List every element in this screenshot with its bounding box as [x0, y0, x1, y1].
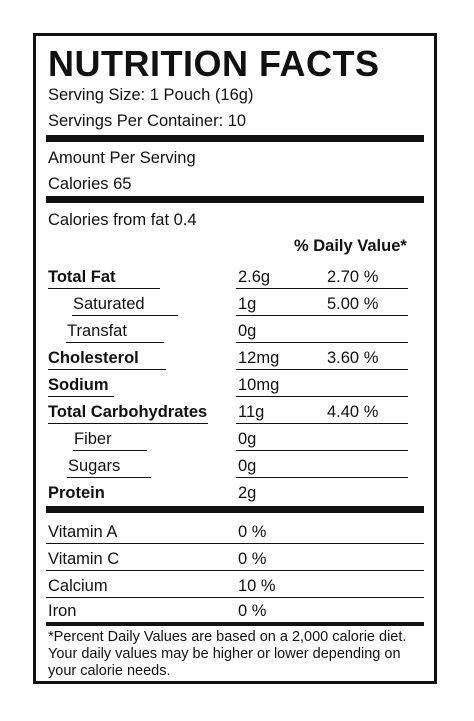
vitamin-name: Vitamin A — [48, 523, 118, 541]
underline — [48, 396, 114, 397]
divider-thick — [46, 506, 424, 513]
nutrient-name: Sugars — [68, 457, 121, 475]
nutrient-amount: 10mg — [238, 376, 280, 394]
nutrient-amount: 0g — [238, 430, 257, 448]
underline — [236, 315, 408, 316]
underline — [73, 450, 147, 451]
nutrient-name: Sodium — [48, 376, 109, 394]
vitamin-value: 0 % — [238, 550, 267, 568]
nutrient-amount: 0g — [238, 457, 257, 475]
underline — [236, 396, 408, 397]
calories-from-fat: Calories from fat 0.4 — [48, 211, 197, 229]
vitamin-name: Iron — [48, 602, 77, 620]
underline — [236, 423, 408, 424]
nutrient-name: Transfat — [67, 322, 127, 340]
divider-thin — [46, 570, 424, 571]
nutrient-dv: 5.00 % — [327, 295, 379, 313]
daily-value-header: % Daily Value* — [294, 237, 407, 255]
vitamin-name: Vitamin C — [48, 550, 120, 568]
nutrient-name: Total Carbohydrates — [48, 403, 208, 421]
underline — [67, 477, 151, 478]
divider-thin — [46, 543, 424, 544]
nutrient-name: Total Fat — [48, 268, 116, 286]
underline — [48, 369, 166, 370]
amount-per-serving: Amount Per Serving — [48, 149, 196, 167]
nutrient-dv: 4.40 % — [327, 403, 379, 421]
calories: Calories 65 — [48, 175, 132, 193]
underline — [48, 288, 160, 289]
servings-per-container: Servings Per Container: 10 — [48, 112, 247, 130]
vitamin-value: 10 % — [238, 577, 276, 595]
nutrient-name: Fiber — [74, 430, 112, 448]
footnote: *Percent Daily Values are based on a 2,0… — [48, 629, 407, 679]
vitamin-name: Calcium — [48, 577, 108, 595]
underline — [66, 342, 164, 343]
nutrient-dv: 2.70 % — [327, 268, 379, 286]
nutrient-amount: 11g — [238, 403, 265, 421]
nutrient-amount: 1g — [238, 295, 257, 313]
vitamin-value: 0 % — [238, 602, 267, 620]
nutrient-amount: 2g — [238, 484, 257, 502]
underline — [236, 342, 408, 343]
underline — [236, 450, 408, 451]
divider-thick — [46, 135, 424, 142]
divider-thin — [46, 597, 424, 598]
nutrient-amount: 0g — [238, 322, 257, 340]
nutrient-amount: 2.6g — [238, 268, 271, 286]
nutrient-name: Saturated — [73, 295, 145, 313]
underline — [72, 315, 178, 316]
underline — [236, 477, 408, 478]
underline — [236, 288, 408, 289]
divider-thick — [46, 196, 424, 203]
nutrient-name: Cholesterol — [48, 349, 139, 367]
nutrient-dv: 3.60 % — [327, 349, 379, 367]
nutrition-facts-label: NUTRITION FACTS Serving Size: 1 Pouch (1… — [33, 33, 437, 684]
underline — [236, 369, 408, 370]
nutrient-amount: 12mg — [238, 349, 280, 367]
divider-medium — [46, 622, 424, 626]
label-title: NUTRITION FACTS — [48, 43, 380, 84]
nutrient-name: Protein — [48, 484, 105, 502]
vitamin-value: 0 % — [238, 523, 267, 541]
serving-size: Serving Size: 1 Pouch (16g) — [48, 86, 254, 104]
underline — [48, 423, 208, 424]
